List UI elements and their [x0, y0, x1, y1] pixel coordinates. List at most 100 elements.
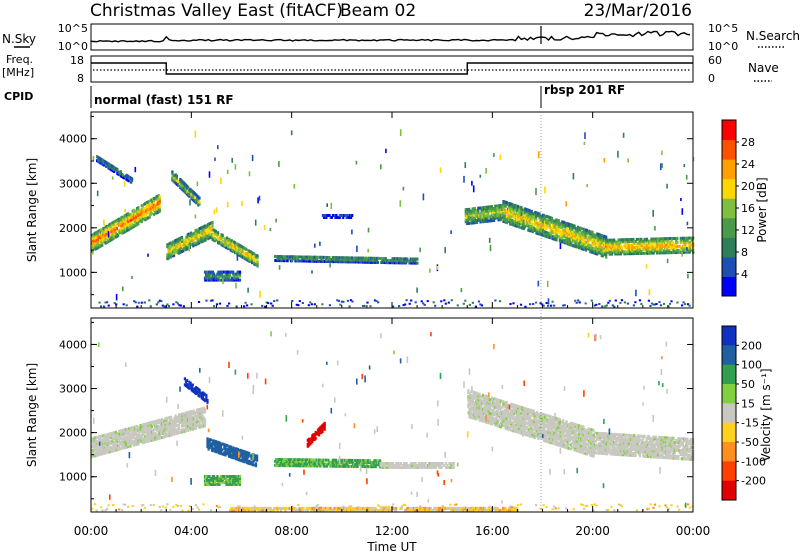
scatter-cell [613, 239, 615, 242]
scatter-cell [324, 422, 326, 425]
clutter-cell [228, 303, 230, 305]
colorbar-segment [722, 237, 736, 257]
clutter-cell [606, 304, 608, 306]
speckle-cell [241, 201, 243, 206]
speckle-cell [197, 182, 199, 187]
colorbar-tick-label: 28 [741, 136, 755, 149]
speckle-cell [220, 178, 222, 185]
speckle-cell [147, 254, 149, 257]
speckle-cell [400, 129, 402, 136]
scatter-cell [137, 222, 139, 225]
scatter-cell [153, 197, 155, 200]
clutter-cell [607, 302, 609, 304]
scatter-cell [135, 216, 137, 219]
clutter-cell [640, 303, 642, 305]
y-tick-label: 1000 [59, 266, 87, 279]
power-scatter [91, 129, 694, 308]
clutter-cell [669, 303, 671, 305]
clutter-cell [609, 300, 611, 302]
scatter-cell [605, 256, 607, 259]
scatter-cell [453, 462, 455, 465]
speckle-cell [314, 244, 316, 248]
scatter-cell [145, 214, 147, 217]
scatter-cell [400, 462, 402, 465]
scatter-cell [440, 466, 442, 469]
speckle-cell [291, 130, 293, 135]
clutter-cell [299, 300, 301, 302]
clutter-cell [512, 302, 514, 304]
speckle-cell [103, 219, 105, 225]
nsky-panel-frame [91, 24, 693, 50]
clutter-cell [347, 300, 349, 302]
clutter-cell [308, 304, 310, 306]
speckle-cell [463, 176, 465, 183]
scatter-cell [177, 180, 179, 183]
scatter-cell [253, 464, 255, 467]
colorbar-segment [722, 159, 736, 179]
speckle-cell [519, 209, 521, 213]
clutter-cell [126, 304, 128, 306]
speckle-cell [92, 247, 94, 254]
speckle-cell [216, 207, 218, 212]
speckle-cell [403, 187, 405, 191]
speckle-cell [419, 248, 421, 253]
scatter-cell [443, 464, 445, 467]
scatter-cell [172, 240, 174, 243]
clutter-cell [633, 304, 635, 306]
speckle-cell [214, 210, 216, 215]
clutter-cell [99, 302, 101, 304]
clutter-cell [577, 299, 579, 301]
speckle-cell [326, 203, 328, 206]
scatter-cell [122, 174, 124, 177]
scatter-cell [213, 273, 215, 276]
cpid-label: CPID [4, 90, 33, 103]
speckle-cell [548, 298, 550, 304]
scatter-cell [558, 219, 560, 222]
velocity-scatter [91, 331, 694, 512]
colorbar-tick-label: 4 [741, 268, 748, 281]
clutter-cell [148, 299, 150, 301]
scatter-cell [215, 230, 217, 233]
clutter-cell [100, 305, 102, 307]
speckle-cell [661, 151, 663, 155]
scatter-cell [326, 214, 328, 217]
clutter-cell [103, 306, 105, 308]
speckle-cell [480, 175, 482, 178]
scatter-cell [100, 228, 102, 231]
clutter-cell [457, 304, 459, 306]
speckle-cell [547, 281, 549, 287]
speckle-cell [649, 289, 651, 295]
clutter-cell [314, 303, 316, 305]
speckle-cell [604, 158, 606, 162]
speckle-cell [108, 231, 110, 237]
scatter-cell [252, 256, 254, 259]
clutter-cell [663, 303, 665, 305]
speckle-cell [565, 201, 567, 206]
speckle-cell [586, 184, 588, 187]
scatter-cell [379, 257, 381, 260]
clutter-cell [246, 304, 248, 306]
scatter-cell [332, 214, 334, 217]
scatter-cell [115, 431, 117, 434]
clutter-cell [681, 304, 683, 306]
scatter-cell [186, 379, 188, 382]
speckle-cell [680, 198, 682, 201]
scatter-cell [170, 416, 172, 419]
speckle-cell [666, 184, 668, 189]
speckle-cell [682, 208, 684, 215]
scatter-cell [676, 237, 678, 240]
speckle-cell [584, 132, 586, 139]
scatter-cell [416, 258, 418, 261]
clutter-cell [348, 305, 350, 307]
scatter-cell [147, 200, 149, 203]
scatter-cell [108, 228, 110, 231]
scatter-cell [351, 214, 353, 217]
scatter-cell [126, 223, 128, 226]
scatter-cell [239, 252, 241, 255]
scatter-cell [245, 248, 247, 251]
nave-label: Nave [748, 61, 779, 75]
speckle-cell [471, 181, 473, 186]
clutter-cell [342, 301, 344, 303]
